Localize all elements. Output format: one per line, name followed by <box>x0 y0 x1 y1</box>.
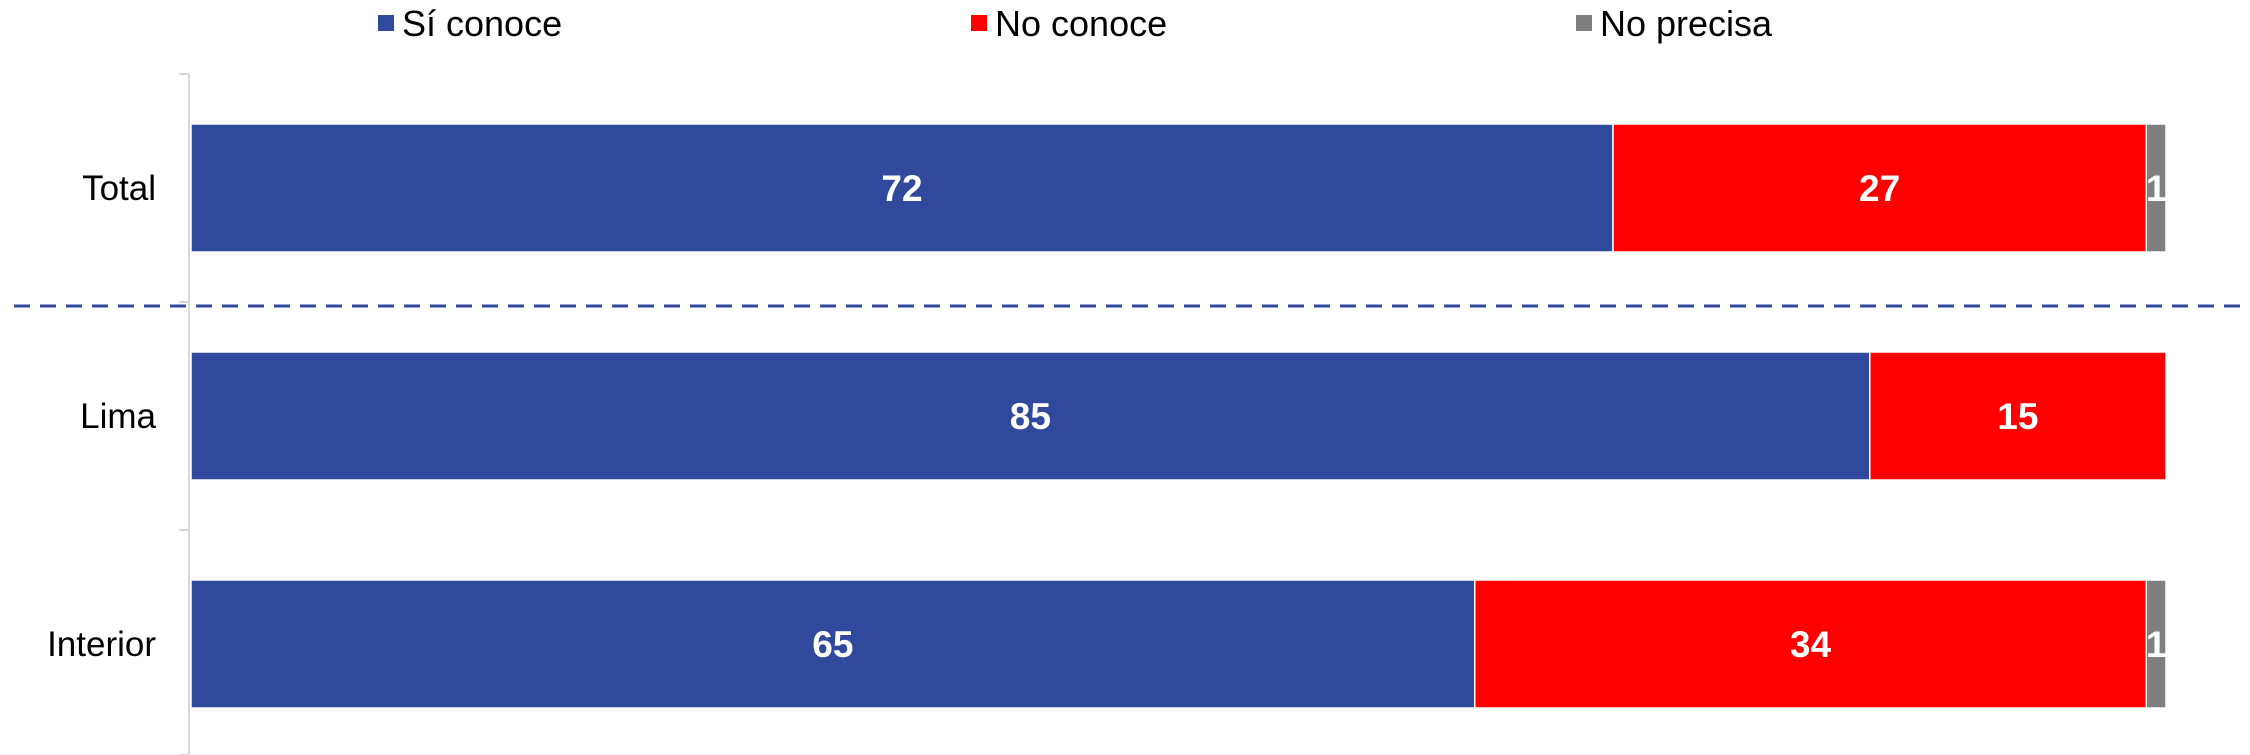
data-label-total-no-precisa: 1 <box>2146 168 2167 209</box>
category-axis <box>179 73 190 755</box>
data-label-interior-s-conoce: 65 <box>812 624 853 665</box>
category-labels: Total Lima Interior <box>47 169 156 664</box>
legend-label-s-conoce: Sí conoce <box>402 3 562 44</box>
bar-lima-no-conoce <box>1869 351 2167 481</box>
category-label-interior: Interior <box>47 625 156 664</box>
bars <box>190 123 2167 709</box>
data-label-total-no-conoce: 27 <box>1859 168 1900 209</box>
data-label-lima-s-conoce: 85 <box>1010 396 1051 437</box>
data-label-total-s-conoce: 72 <box>881 168 922 209</box>
category-label-total: Total <box>82 169 156 208</box>
bar-total-s-conoce <box>190 123 1614 253</box>
legend-swatch-no-conoce <box>971 15 987 31</box>
legend-swatch-no-precisa <box>1576 15 1592 31</box>
category-label-lima: Lima <box>80 397 156 436</box>
bar-total-no-conoce <box>1612 123 2147 253</box>
data-label-interior-no-precisa: 1 <box>2146 624 2167 665</box>
bar-lima-s-conoce <box>190 351 1871 481</box>
bar-interior-no-conoce <box>1474 579 2147 709</box>
legend: Sí conoce No conoce No precisa <box>378 3 1773 44</box>
data-label-lima-no-conoce: 15 <box>1997 396 2038 437</box>
bar-interior-no-precisa <box>2145 579 2167 709</box>
data-label-interior-no-conoce: 34 <box>1790 624 1832 665</box>
legend-swatch-s-conoce <box>378 15 394 31</box>
data-labels: 72 27 1 85 15 65 34 1 <box>812 168 2166 665</box>
legend-label-no-conoce: No conoce <box>995 3 1167 44</box>
bar-total-no-precisa <box>2145 123 2167 253</box>
legend-label-no-precisa: No precisa <box>1600 3 1773 44</box>
bar-interior-s-conoce <box>190 579 1476 709</box>
